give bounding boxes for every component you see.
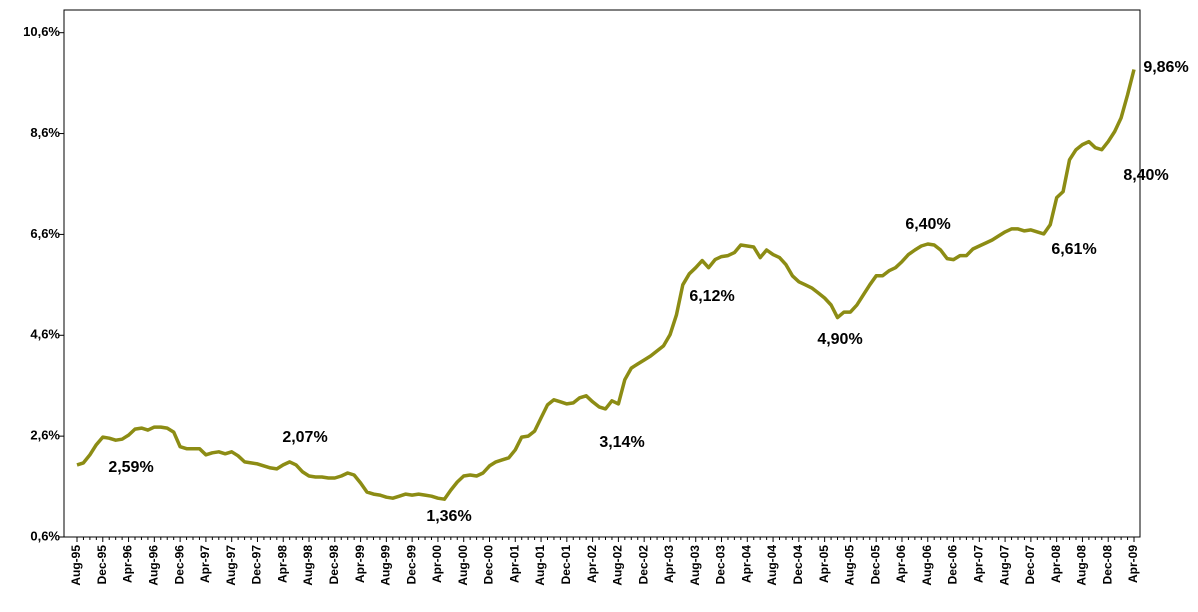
y-tick-label: 2,6% (30, 428, 60, 443)
x-tick-label: Apr-98 (275, 545, 289, 583)
x-tick-label: Aug-07 (997, 545, 1011, 586)
x-tick-label: Aug-00 (456, 545, 470, 586)
x-tick-label: Dec-07 (1023, 545, 1037, 585)
y-tick-label: 4,6% (30, 327, 60, 342)
x-tick-label: Aug-02 (611, 545, 625, 586)
x-tick-label: Apr-00 (430, 545, 444, 583)
x-tick-label: Apr-96 (121, 545, 135, 583)
x-tick-label: Aug-97 (224, 545, 238, 586)
annotation: 4,90% (817, 331, 862, 348)
x-tick-label: Aug-99 (379, 545, 393, 586)
x-tick-label: Aug-05 (843, 545, 857, 586)
annotation: 9,86% (1143, 59, 1188, 76)
x-tick-label: Dec-02 (636, 545, 650, 585)
x-tick-label: Dec-03 (714, 545, 728, 585)
x-tick-label: Dec-06 (946, 545, 960, 585)
annotation: 2,07% (282, 429, 327, 446)
y-tick-label: 0,6% (30, 528, 60, 543)
y-tick-label: 6,6% (30, 226, 60, 241)
x-tick-label: Apr-03 (662, 545, 676, 583)
x-tick-label: Aug-08 (1075, 545, 1089, 586)
annotation: 6,12% (689, 288, 734, 305)
annotation: 8,40% (1123, 167, 1168, 184)
x-tick-label: Apr-01 (507, 545, 521, 583)
x-tick-label: Dec-08 (1100, 545, 1114, 585)
annotation: 6,40% (905, 216, 950, 233)
x-tick-label: Apr-99 (353, 545, 367, 583)
x-tick-label: Dec-04 (791, 545, 805, 585)
x-tick-label: Apr-05 (817, 545, 831, 583)
x-tick-label: Aug-98 (301, 545, 315, 586)
annotation: 1,36% (426, 508, 471, 525)
x-tick-label: Apr-97 (198, 545, 212, 583)
x-tick-label: Aug-95 (69, 545, 83, 586)
annotation: 3,14% (599, 434, 644, 451)
annotation: 2,59% (108, 459, 153, 476)
x-tick-label: Apr-08 (1049, 545, 1063, 583)
x-tick-label: Apr-06 (894, 545, 908, 583)
x-tick-label: Dec-00 (482, 545, 496, 585)
x-tick-label: Aug-03 (688, 545, 702, 586)
x-tick-label: Dec-05 (868, 545, 882, 585)
x-tick-label: Dec-99 (404, 545, 418, 585)
x-tick-label: Dec-98 (327, 545, 341, 585)
x-tick-label: Dec-95 (95, 545, 109, 585)
annotation: 6,61% (1051, 241, 1096, 258)
plot-frame (63, 9, 1141, 538)
x-tick-label: Aug-01 (533, 545, 547, 586)
x-tick-label: Aug-96 (147, 545, 161, 586)
x-tick-label: Aug-04 (765, 545, 779, 586)
x-tick-label: Aug-06 (920, 545, 934, 586)
x-tick-label: Apr-04 (739, 545, 753, 583)
x-tick-label: Dec-96 (172, 545, 186, 585)
x-tick-label: Apr-09 (1126, 545, 1140, 583)
x-tick-label: Apr-07 (971, 545, 985, 583)
x-tick-label: Dec-01 (559, 545, 573, 585)
y-tick-label: 10,6% (23, 24, 60, 39)
y-tick-label: 8,6% (30, 125, 60, 140)
data-line (76, 69, 1136, 501)
x-tick-label: Dec-97 (250, 545, 264, 585)
x-tick-label: Apr-02 (585, 545, 599, 583)
